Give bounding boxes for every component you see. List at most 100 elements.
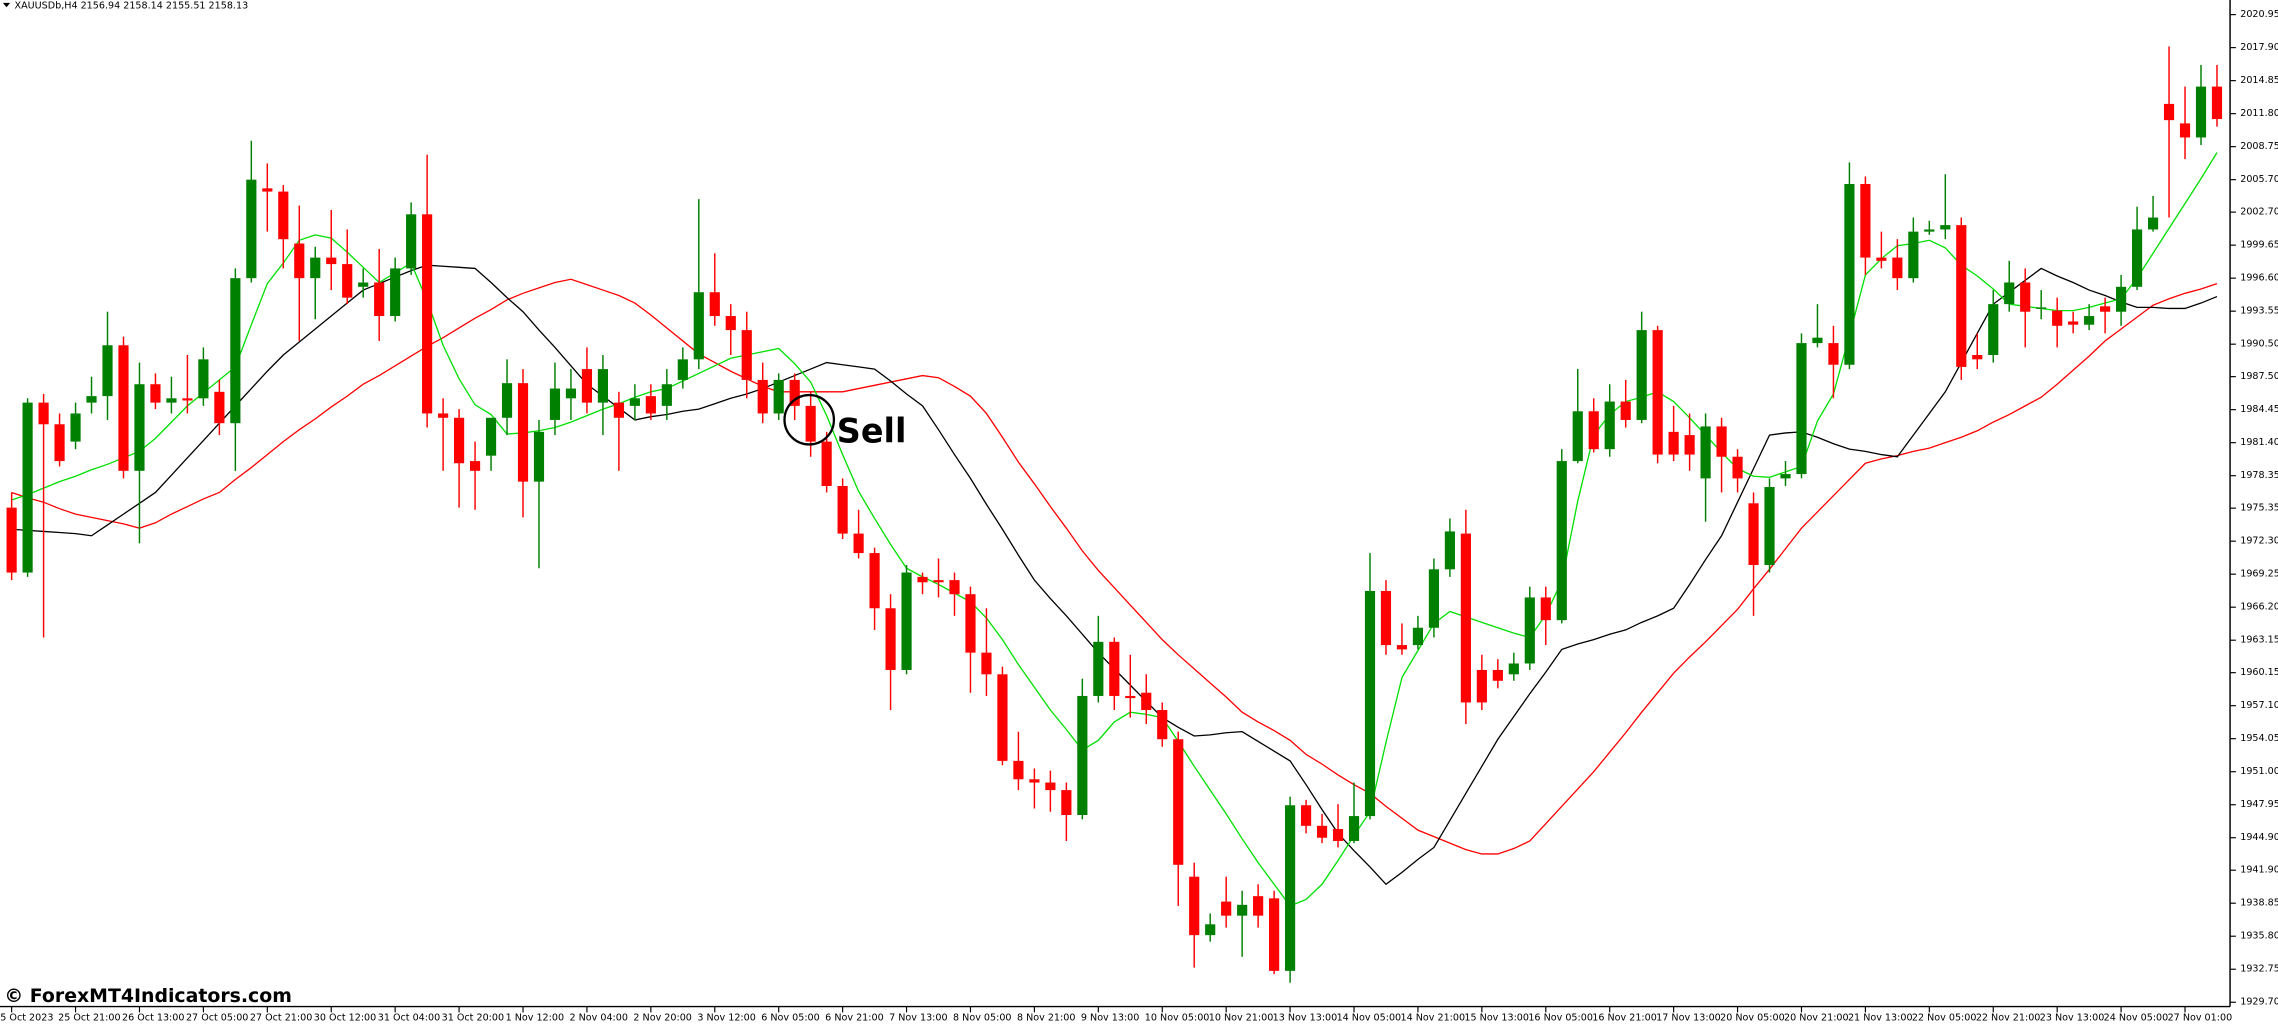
- y-tick-label: 1987.50: [2240, 371, 2278, 382]
- candle-body: [1604, 401, 1615, 450]
- candle-body: [949, 580, 960, 595]
- x-tick-label: 25 Oct 2023: [0, 1013, 53, 1024]
- x-tick-label: 14 Nov 05:00: [1337, 1013, 1402, 1024]
- candle-body: [6, 507, 17, 573]
- x-tick-label: 10 Nov 05:00: [1145, 1013, 1210, 1024]
- y-tick-label: 1951.00: [2240, 766, 2278, 777]
- y-tick-label: 2002.70: [2240, 207, 2278, 218]
- candle-body: [1828, 343, 1839, 365]
- candle-body: [709, 292, 720, 317]
- candle-body: [581, 369, 593, 403]
- candle-body: [741, 330, 752, 380]
- candle-body: [438, 413, 449, 418]
- candle-body: [454, 417, 465, 464]
- candle-body: [1652, 330, 1663, 455]
- candle-body: [86, 396, 97, 403]
- candle-body: [1620, 401, 1631, 420]
- candle-body: [613, 402, 624, 418]
- candle-body: [1157, 710, 1168, 740]
- candle-body: [166, 398, 177, 403]
- indicator-line: [11, 278, 2218, 855]
- candle-body: [1205, 924, 1216, 936]
- candle-body: [1348, 816, 1360, 841]
- x-tick-label: 31 Oct 20:00: [442, 1013, 504, 1024]
- y-tick-label: 1954.05: [2240, 733, 2278, 744]
- x-tick-label: 2 Nov 04:00: [569, 1013, 627, 1024]
- candle-body: [230, 278, 241, 424]
- candle-body: [1668, 431, 1679, 455]
- candle-body: [1764, 487, 1775, 565]
- candle-body: [1924, 229, 1935, 232]
- candle-body: [1396, 645, 1408, 650]
- candle-body: [1732, 456, 1743, 479]
- y-tick-label: 1966.20: [2240, 602, 2278, 613]
- candle-body: [1748, 503, 1759, 565]
- candle-body: [1572, 411, 1583, 462]
- x-tick-label: 27 Oct 21:00: [250, 1013, 312, 1024]
- candle-body: [1812, 337, 1823, 344]
- x-tick-label: 6 Nov 05:00: [761, 1013, 819, 1024]
- candle-body: [278, 191, 289, 240]
- x-tick-label: 22 Nov 05:00: [1912, 1013, 1977, 1024]
- candle-body: [2084, 316, 2095, 325]
- x-tick-label: 1 Nov 12:00: [506, 1013, 564, 1024]
- candle-body: [1476, 669, 1487, 703]
- candle-body: [2147, 217, 2159, 230]
- candle-body: [1332, 829, 1344, 841]
- candle-body: [805, 405, 816, 442]
- candle-body: [517, 383, 529, 482]
- candle-body: [1892, 257, 1903, 279]
- candle-body: [2179, 123, 2191, 138]
- x-tick-label: 20 Nov 21:00: [1784, 1013, 1849, 1024]
- y-tick-label: 1938.85: [2240, 898, 2278, 909]
- candle-body: [1109, 641, 1120, 696]
- candle-body: [1908, 231, 1919, 279]
- candle-body: [1940, 225, 1951, 230]
- candle-body: [1189, 876, 1200, 936]
- x-tick-label: 27 Nov 01:00: [2168, 1013, 2233, 1024]
- x-tick-label: 30 Oct 12:00: [314, 1013, 376, 1024]
- candle-body: [2052, 310, 2063, 326]
- x-tick-label: 9 Nov 13:00: [1081, 1013, 1139, 1024]
- candle-body: [1684, 435, 1695, 455]
- candle-body: [374, 282, 385, 317]
- candle-body: [134, 384, 145, 471]
- candle-body: [118, 345, 129, 471]
- y-tick-label: 1984.45: [2240, 404, 2278, 415]
- candle-body: [1524, 597, 1535, 664]
- candle-body: [38, 402, 49, 425]
- x-tick-label: 8 Nov 05:00: [953, 1013, 1011, 1024]
- candle-body: [1508, 663, 1519, 675]
- y-tick-label: 2008.75: [2240, 141, 2278, 152]
- candle-body: [629, 398, 640, 406]
- signal-label: Sell: [837, 411, 907, 450]
- y-tick-label: 1978.35: [2240, 470, 2278, 481]
- y-tick-label: 2005.70: [2240, 174, 2278, 185]
- candle-body: [1460, 533, 1471, 703]
- candle-body: [1588, 411, 1599, 450]
- candle-body: [1125, 695, 1136, 699]
- candle-body: [885, 608, 896, 670]
- symbol-arrow: [2, 2, 11, 8]
- candle-body: [2116, 286, 2127, 312]
- candle-body: [1444, 531, 1455, 570]
- candle-body: [1380, 590, 1392, 646]
- y-tick-label: 1944.90: [2240, 832, 2278, 843]
- candle-body: [1045, 782, 1056, 791]
- candle-body: [1237, 904, 1248, 916]
- chart-title: XAUUSDb,H4 2156.94 2158.14 2155.51 2158.…: [15, 0, 249, 11]
- candle-body: [549, 388, 561, 420]
- candle-body: [2163, 103, 2175, 121]
- candle-body: [917, 576, 928, 583]
- candle-body: [1860, 183, 1871, 258]
- y-tick-label: 1996.60: [2240, 273, 2278, 284]
- candle-body: [102, 345, 113, 397]
- candle-body: [1412, 627, 1424, 646]
- y-tick-label: 1963.15: [2240, 635, 2278, 646]
- candle-body: [533, 431, 545, 482]
- x-tick-label: 24 Nov 05:00: [2104, 1013, 2169, 1024]
- candle-body: [1716, 426, 1727, 457]
